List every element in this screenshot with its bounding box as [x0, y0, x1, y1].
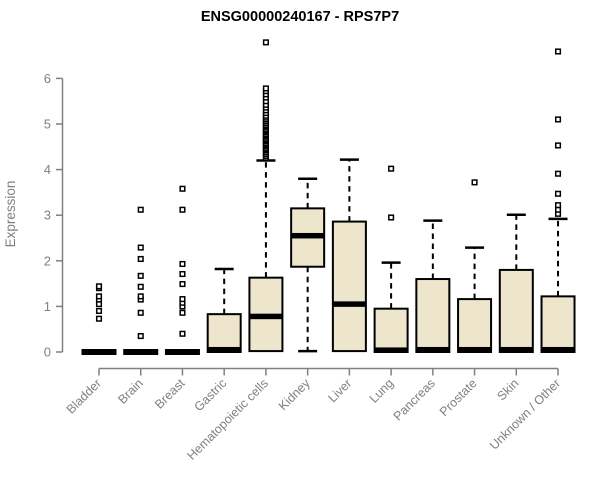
- x-category-label: Pancreas: [391, 376, 438, 423]
- x-category-label: Bladder: [64, 376, 104, 416]
- outlier-point: [179, 206, 186, 213]
- outlier-point: [554, 202, 562, 209]
- box: [498, 268, 534, 354]
- y-axis: 0 1 2 3 4 5 6: [44, 71, 64, 360]
- x-category-label: Gastric: [191, 376, 229, 414]
- outlier-point: [388, 165, 395, 172]
- median-line: [416, 346, 450, 353]
- box: [457, 298, 493, 354]
- median-line: [249, 313, 283, 320]
- x-category-label: Liver: [325, 376, 354, 405]
- median-line: [499, 346, 533, 353]
- outlier-point: [179, 309, 186, 316]
- outlier-point: [554, 116, 562, 123]
- x-category-label: Lung: [367, 376, 397, 406]
- outlier-point: [95, 283, 103, 290]
- outlier-point: [471, 179, 478, 186]
- outlier-point: [179, 296, 186, 303]
- outlier-point: [95, 293, 103, 300]
- outlier-point: [137, 332, 144, 340]
- y-tick-label: 2: [44, 253, 51, 268]
- outlier-point: [262, 85, 269, 92]
- outlier-point: [137, 283, 144, 290]
- x-category-label: Breast: [152, 376, 188, 412]
- y-tick-label: 5: [44, 117, 51, 132]
- collapsed-box: [81, 349, 117, 355]
- median-line: [458, 346, 492, 353]
- collapsed-box: [123, 349, 159, 355]
- outlier-point: [262, 39, 269, 46]
- collapsed-box: [164, 349, 200, 355]
- median-line: [374, 347, 408, 353]
- box: [540, 295, 576, 354]
- box: [331, 220, 367, 353]
- outlier-point: [137, 206, 144, 213]
- outlier-point: [554, 170, 562, 177]
- outlier-point: [554, 48, 562, 55]
- x-category-label: Kidney: [276, 376, 313, 413]
- outlier-point: [179, 330, 186, 337]
- x-category-label: Skin: [494, 376, 521, 403]
- box: [373, 307, 409, 353]
- x-category-label: Hematopoietic cells: [184, 376, 271, 463]
- outlier-point: [179, 185, 186, 192]
- outlier-point: [179, 281, 186, 288]
- outlier-point: [554, 190, 562, 197]
- x-category-label: Prostate: [437, 376, 480, 419]
- box: [415, 278, 451, 354]
- outlier-point: [137, 309, 144, 316]
- chart-title: ENSG00000240167 - RPS7P7: [201, 9, 399, 25]
- y-tick-label: 4: [44, 162, 51, 177]
- outlier-point: [137, 255, 144, 263]
- median-line: [541, 346, 575, 353]
- outlier-point: [95, 307, 103, 315]
- outlier-point: [137, 244, 144, 251]
- y-tick-label: 6: [44, 71, 51, 86]
- y-tick-label: 3: [44, 208, 51, 223]
- outlier-point: [179, 270, 186, 278]
- y-tick-label: 0: [44, 345, 51, 360]
- box: [206, 313, 242, 354]
- y-axis-label: Expression: [3, 181, 18, 248]
- outlier-point: [137, 293, 144, 300]
- median-line: [291, 232, 325, 239]
- outliers-layer: [95, 39, 562, 340]
- boxes-layer: [81, 207, 576, 355]
- outlier-point: [179, 260, 186, 268]
- y-tick-label: 1: [44, 299, 51, 314]
- median-line: [332, 301, 366, 307]
- outlier-point: [554, 142, 562, 149]
- x-category-label: Unknown / Other: [487, 376, 563, 452]
- x-category-label: Brain: [115, 376, 146, 407]
- median-line: [207, 346, 241, 353]
- outlier-point: [388, 214, 395, 221]
- outlier-point: [95, 315, 103, 322]
- outlier-point: [137, 272, 144, 279]
